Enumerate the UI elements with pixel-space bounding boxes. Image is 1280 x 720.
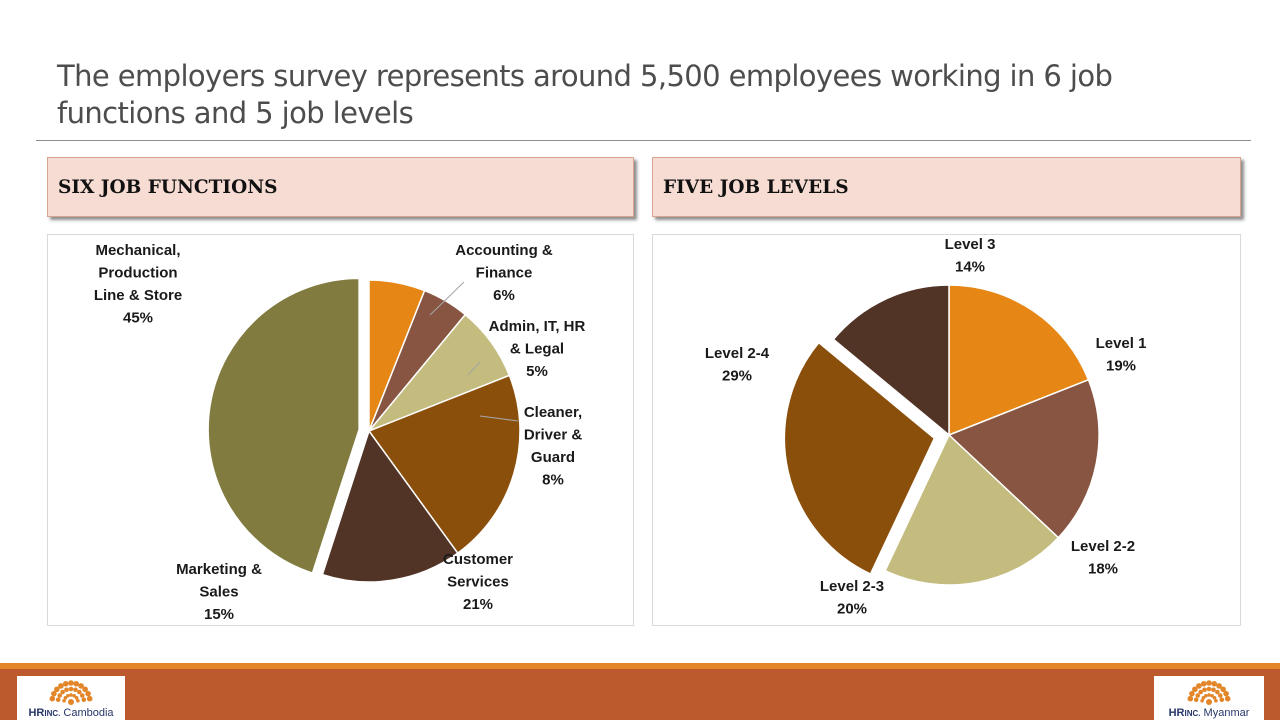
pie-slice-level-3 bbox=[832, 284, 950, 437]
pie-slice-level-2-4 bbox=[783, 341, 936, 575]
leader-line-cleaner-driver-guard bbox=[479, 415, 519, 422]
pie-slice-customer-services bbox=[367, 374, 521, 555]
logo-left-brand: HR bbox=[28, 707, 45, 719]
slide-title: The employers survey represents around 5… bbox=[57, 59, 1113, 130]
data-label-cleaner-driver-guard: Cleaner, Driver & Guard 8% bbox=[524, 404, 583, 489]
sunburst-icon bbox=[1187, 680, 1231, 705]
data-label-level-2-2: Level 2-2 18% bbox=[1071, 538, 1135, 578]
data-label-level-2-4: Level 2-4 29% bbox=[705, 345, 770, 385]
section-header-job-levels-text: FIVE JOB LEVELS bbox=[663, 176, 849, 198]
section-header-job-functions: SIX JOB FUNCTIONS bbox=[47, 157, 634, 217]
pie-slice-marketing-sales bbox=[321, 429, 459, 583]
pie-slice-level-2-2 bbox=[947, 378, 1100, 539]
job-functions-chart-panel: Accounting & Finance 6% Admin, IT, HR & Lega… bbox=[47, 234, 634, 626]
data-label-level-2-3: Level 2-3 20% bbox=[820, 578, 884, 618]
logo-left-city: Cambodia bbox=[63, 707, 114, 719]
hrinc-cambodia-logo: HRINC. Cambodia bbox=[17, 676, 125, 720]
data-label-level-1: Level 1 19% bbox=[1096, 335, 1147, 375]
section-header-job-levels: FIVE JOB LEVELS bbox=[652, 157, 1241, 217]
leader-line-accounting-finance bbox=[429, 281, 465, 316]
data-label-customer-services: Customer Services 21% bbox=[443, 551, 513, 613]
section-header-job-functions-text: SIX JOB FUNCTIONS bbox=[58, 176, 278, 198]
data-label-mechanical-production-line-store: Mechanical, Production Line & Store 45% bbox=[94, 242, 182, 327]
job-levels-chart-panel: Level 1 19% Level 2-2 18% Level 2-3 20% Level … bbox=[652, 234, 1241, 626]
data-label-level-3: Level 3 14% bbox=[945, 236, 996, 276]
logo-right-inc: INC. bbox=[1184, 709, 1201, 718]
logo-right-city: Myanmar bbox=[1203, 707, 1250, 719]
leader-line-admin-it-hr-legal bbox=[467, 361, 481, 376]
title-divider bbox=[36, 140, 1251, 141]
data-label-marketing-sales: Marketing & Sales 15% bbox=[176, 561, 262, 623]
logo-right-brand: HR bbox=[1168, 707, 1185, 719]
job-levels-pie-chart: Level 1 19% Level 2-2 18% Level 2-3 20% Level … bbox=[705, 236, 1147, 618]
data-label-admin-it-hr-legal: Admin, IT, HR & Legal 5% bbox=[489, 318, 586, 380]
pie-slice-level-2-3 bbox=[884, 433, 1060, 586]
pie-slice-level-1 bbox=[948, 284, 1090, 437]
pie-slice-mechanical-production-line-store bbox=[207, 277, 360, 574]
logo-left-inc: INC. bbox=[44, 709, 61, 718]
footer-bar bbox=[0, 669, 1280, 720]
sunburst-icon bbox=[49, 680, 93, 705]
hrinc-myanmar-logo: HRINC. Myanmar bbox=[1154, 676, 1264, 720]
data-label-accounting-finance: Accounting & Finance 6% bbox=[455, 242, 553, 304]
footer-accent-strip bbox=[0, 663, 1280, 669]
job-functions-pie-chart: Accounting & Finance 6% Admin, IT, HR & Lega… bbox=[94, 242, 586, 623]
